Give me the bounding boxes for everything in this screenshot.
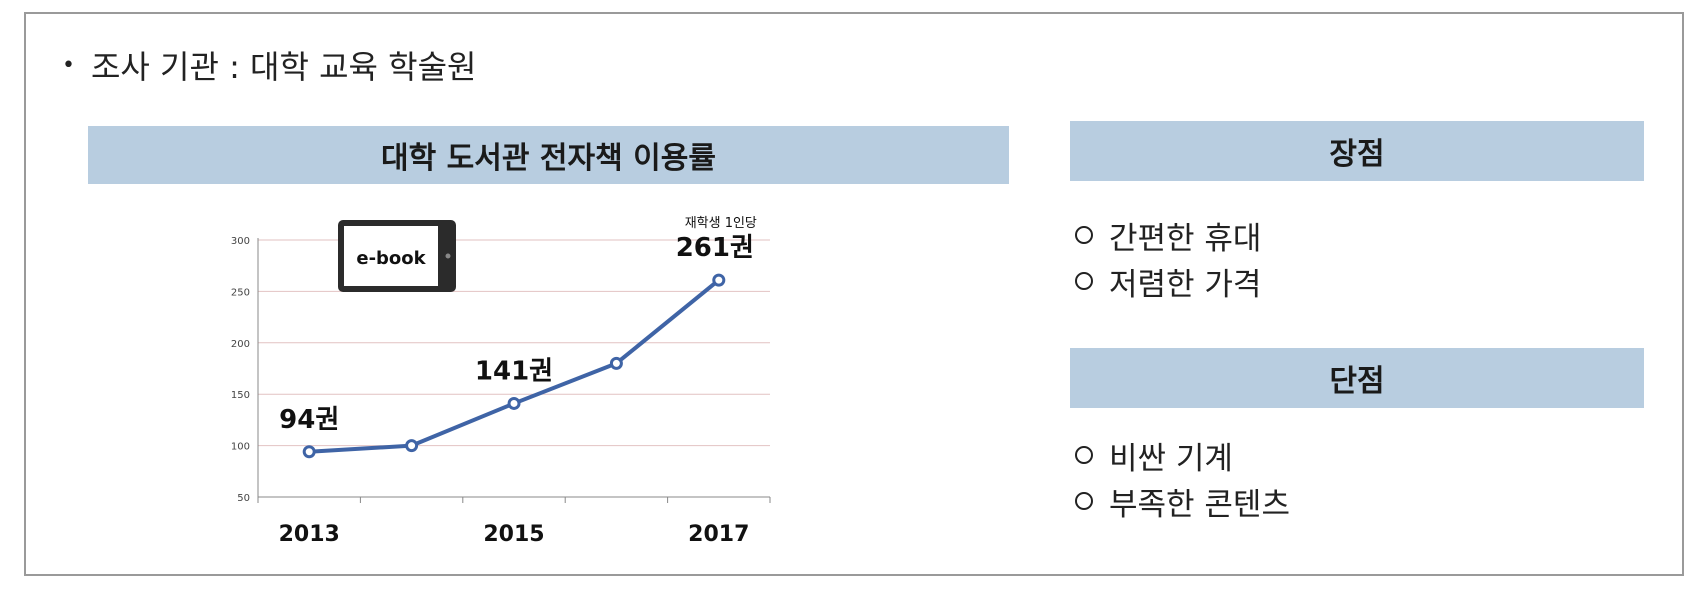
data-label: 141권 [475, 356, 553, 386]
chart-annotation: 재학생 1인당 [685, 216, 757, 231]
chart-section-title: 대학 도서관 전자책 이용률 [88, 126, 1009, 184]
bullet-icon: • [62, 52, 75, 78]
line-chart: 50 100 150 200 250 300 2013 2015 2017 e-book 94권 14… [231, 216, 771, 547]
pros-list: 간편한 휴대 저렴한 가격 [1075, 212, 1261, 304]
circle-bullet-icon [1075, 492, 1093, 510]
x-tick-label: 2017 [688, 522, 749, 547]
y-tick-label: 250 [231, 287, 250, 298]
x-tick-label: 2015 [483, 522, 544, 547]
source-text: 조사 기관 : 대학 교육 학술원 [90, 48, 477, 86]
list-item: 간편한 휴대 [1075, 212, 1261, 258]
cons-list: 비싼 기계 부족한 콘텐츠 [1075, 432, 1290, 524]
y-tick-label: 100 [231, 442, 250, 453]
source-line: • 조사 기관 : 대학 교육 학술원 [62, 42, 476, 88]
ebook-label: e-book [356, 248, 426, 269]
list-item: 저렴한 가격 [1075, 258, 1261, 304]
x-tick-label: 2013 [279, 522, 340, 547]
list-item-label: 부족한 콘텐츠 [1109, 486, 1290, 523]
cons-title: 단점 [1070, 348, 1644, 408]
data-point [712, 273, 726, 287]
list-item-label: 간편한 휴대 [1109, 220, 1262, 257]
circle-bullet-icon [1075, 272, 1093, 290]
data-point [405, 439, 419, 453]
data-label: 261권 [676, 233, 754, 263]
ebook-screen [344, 226, 438, 286]
y-tick-label: 200 [231, 339, 250, 350]
y-tick-label: 150 [231, 390, 250, 401]
y-tick-label: 300 [231, 236, 250, 247]
ebook-button [445, 253, 451, 259]
pros-title: 장점 [1070, 121, 1644, 181]
list-item-label: 저렴한 가격 [1109, 266, 1262, 303]
list-item-label: 비싼 기계 [1109, 440, 1233, 477]
content-frame [24, 12, 1684, 576]
circle-bullet-icon [1075, 446, 1093, 464]
data-point [609, 356, 623, 370]
data-point [507, 396, 521, 410]
list-item: 부족한 콘텐츠 [1075, 478, 1290, 524]
list-item: 비싼 기계 [1075, 432, 1290, 478]
y-tick-label: 50 [237, 493, 250, 504]
circle-bullet-icon [1075, 226, 1093, 244]
data-label: 94권 [279, 405, 339, 435]
data-point [302, 445, 316, 459]
